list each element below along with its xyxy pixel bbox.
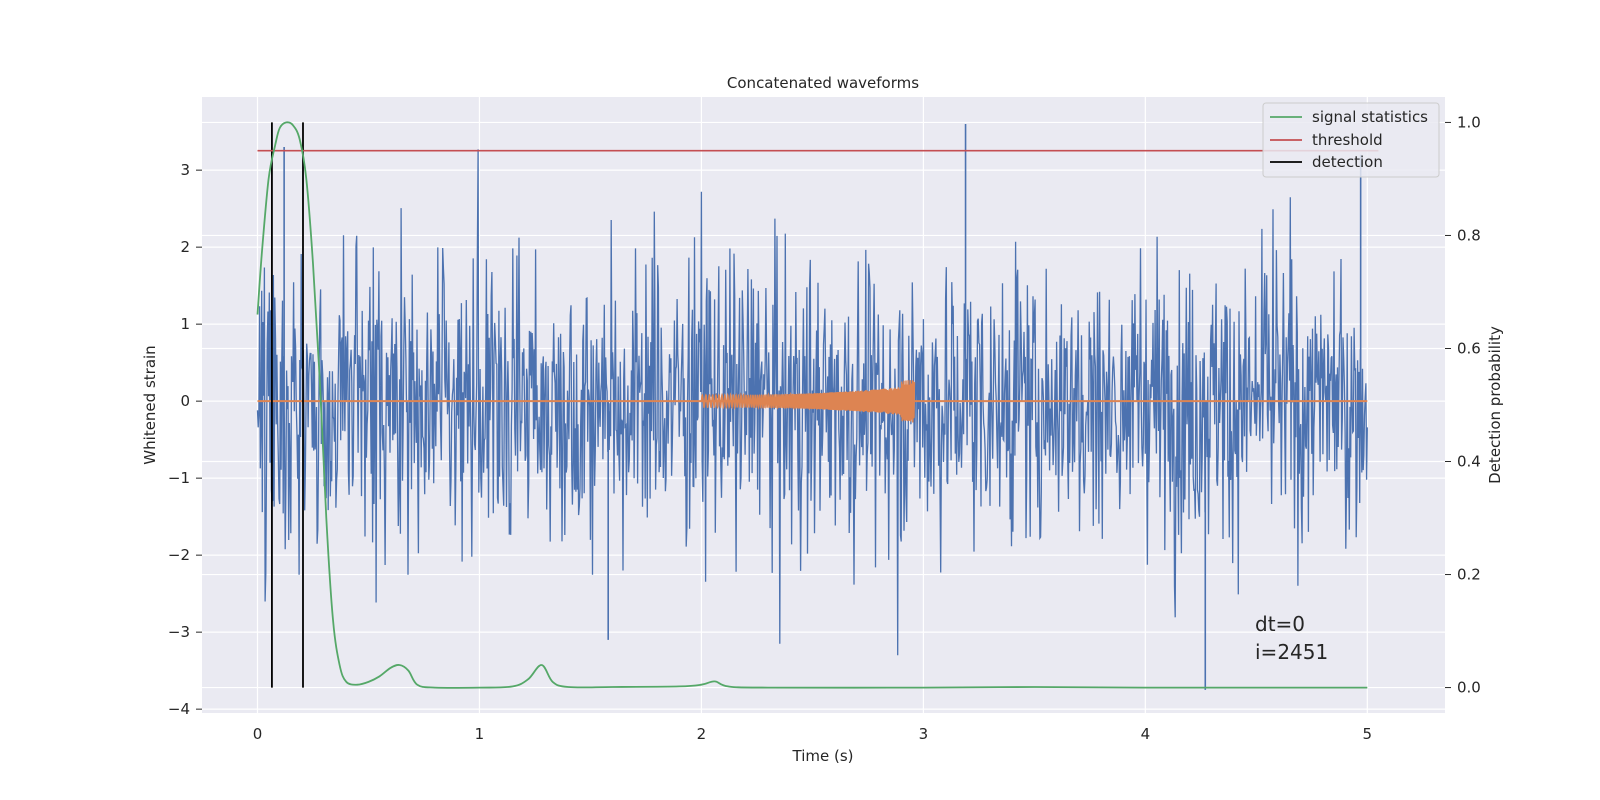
- signal-statistics-line: [256, 121, 1368, 689]
- x-tick-label: 3: [919, 725, 929, 743]
- y-axis-left-label: Whitened strain: [141, 345, 159, 464]
- y-axis-right-label: Detection probability: [1486, 326, 1504, 484]
- strain-line: [256, 149, 1368, 656]
- y-right-tick-label: 0.4: [1457, 453, 1481, 471]
- legend-label-signal-statistics: signal statistics: [1312, 108, 1428, 126]
- y-left-tick-label: 3: [180, 161, 190, 179]
- legend-label-detection: detection: [1312, 153, 1383, 171]
- y-left-tick-label: −3: [168, 623, 190, 641]
- x-tick-label: 5: [1363, 725, 1373, 743]
- legend-box: [1262, 102, 1440, 178]
- x-tick-label: 0: [253, 725, 263, 743]
- whitened-strain-series: [256, 123, 1368, 690]
- annotation: dt=0 i=2451: [1255, 612, 1328, 664]
- axis-ticks: 0 1 2 3 4 5 3 2 1 0 −1 −2 −3 −4 1.0 0.8 0.6 0.4 0.2 0.0: [168, 113, 1481, 743]
- y-left-tick-label: −1: [168, 469, 190, 487]
- annotation-dt: dt=0: [1255, 612, 1305, 636]
- chart-title: Concatenated waveforms: [727, 74, 919, 92]
- template-chirp: [700, 380, 916, 423]
- y-left-tick-label: 2: [180, 238, 190, 256]
- y-right-tick-label: 0.2: [1457, 566, 1481, 584]
- x-axis-label: Time (s): [792, 747, 854, 765]
- y-right-tick-label: 1.0: [1457, 113, 1481, 131]
- y-left-tick-label: 1: [180, 315, 190, 333]
- legend-label-threshold: threshold: [1312, 131, 1383, 149]
- y-right-tick-label: 0.0: [1457, 679, 1481, 697]
- legend: signal statistics threshold detection: [1262, 102, 1440, 178]
- x-tick-label: 2: [697, 725, 707, 743]
- y-right-tick-label: 0.6: [1457, 339, 1481, 357]
- y-left-tick-label: −2: [168, 546, 190, 564]
- y-left-tick-label: −4: [168, 700, 190, 718]
- template-waveform-series: [257, 380, 1368, 423]
- y-right-tick-label: 0.8: [1457, 226, 1481, 244]
- annotation-i: i=2451: [1255, 640, 1328, 664]
- y-left-tick-label: 0: [180, 392, 190, 410]
- detection-overlay: [256, 121, 1379, 689]
- x-tick-label: 4: [1141, 725, 1151, 743]
- x-tick-label: 1: [475, 725, 485, 743]
